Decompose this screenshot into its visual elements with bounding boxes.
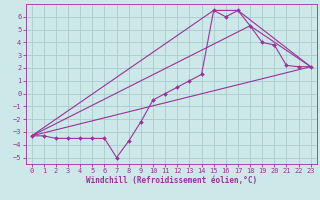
X-axis label: Windchill (Refroidissement éolien,°C): Windchill (Refroidissement éolien,°C) xyxy=(86,176,257,185)
